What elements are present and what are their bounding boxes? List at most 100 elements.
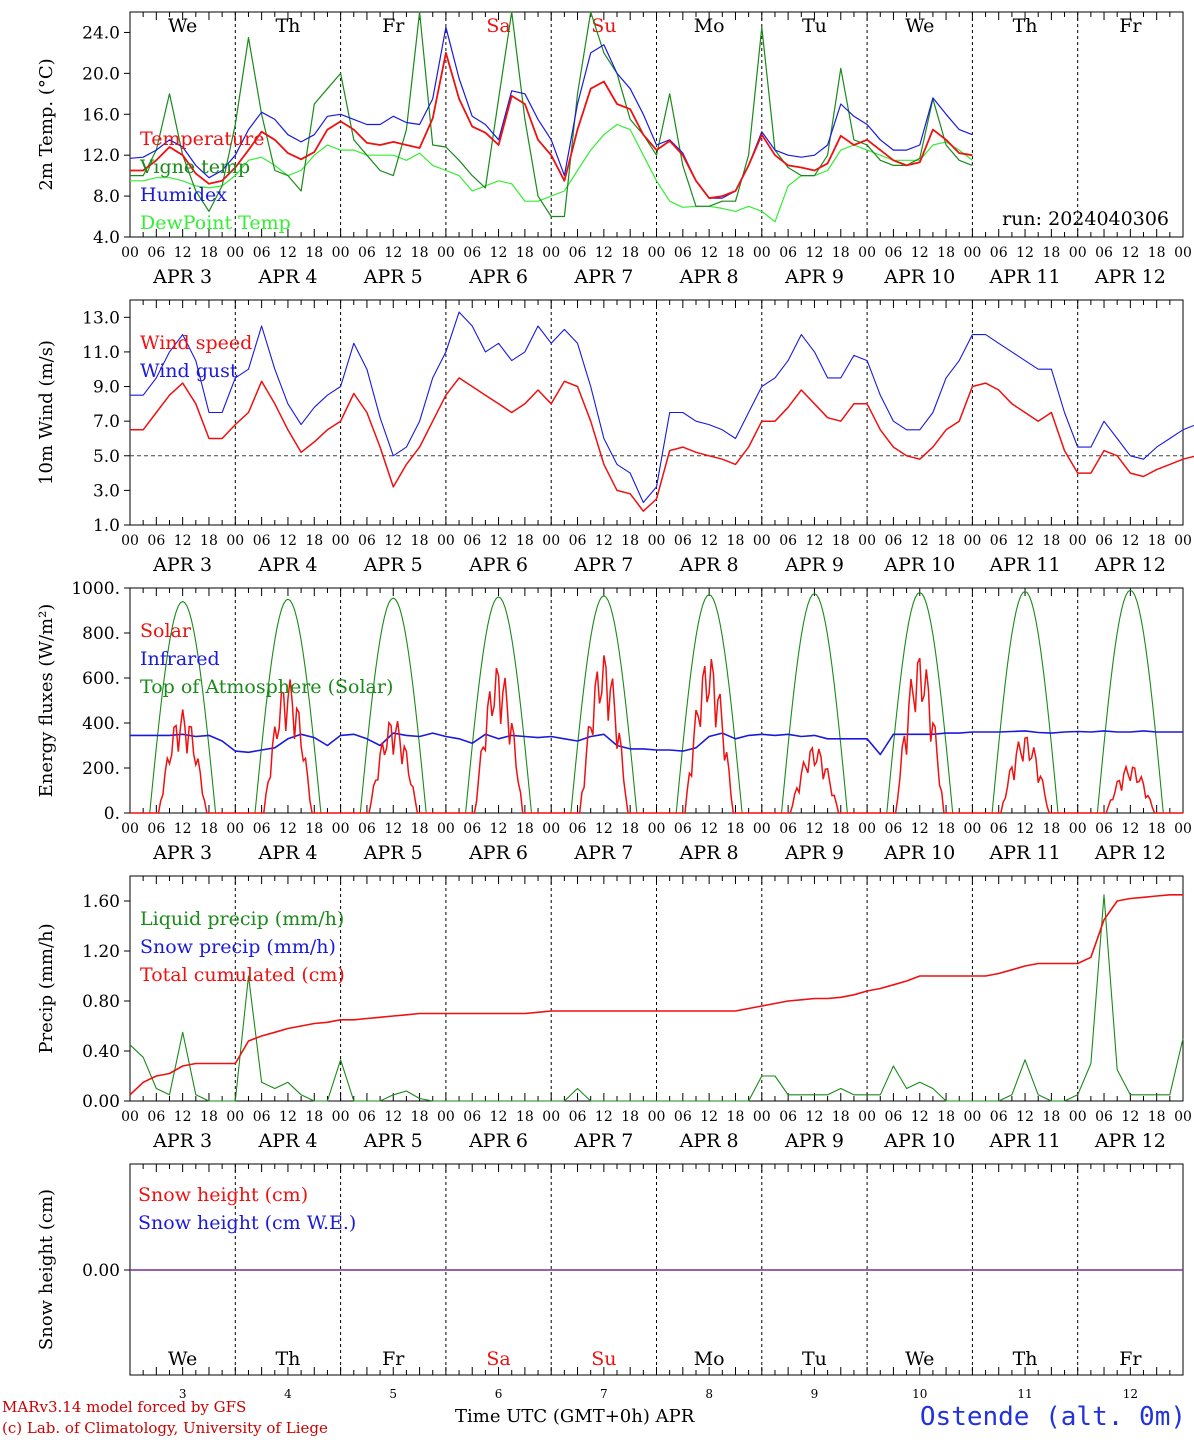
date-label: APR 10 — [883, 266, 955, 288]
date-label: APR 5 — [363, 842, 423, 864]
hour-tick-label: 18 — [305, 821, 323, 837]
day-name-label: We — [905, 15, 934, 37]
hour-tick-label: 18 — [727, 245, 745, 261]
series-wind-speed — [130, 377, 1194, 512]
date-label: APR 7 — [573, 1130, 633, 1152]
hour-tick-label: 06 — [885, 1109, 903, 1125]
model-credit: MARv3.14 model forced by GFS — [2, 1398, 247, 1416]
date-label: APR 4 — [257, 554, 317, 576]
hour-tick-label: 12 — [806, 1109, 824, 1125]
panel-frame — [129, 11, 1184, 238]
date-label: APR 4 — [257, 266, 317, 288]
date-label: APR 5 — [363, 1130, 423, 1152]
hour-tick-label: 00 — [121, 821, 139, 837]
day-number-label: 12 — [1123, 1387, 1138, 1401]
hour-tick-label: 18 — [937, 533, 955, 549]
day-name-label: Fr — [1119, 15, 1142, 37]
hour-tick-label: 18 — [1042, 533, 1060, 549]
hour-tick-label: 06 — [885, 821, 903, 837]
hour-tick-label: 12 — [911, 533, 929, 549]
hour-tick-label: 18 — [516, 1109, 534, 1125]
series-temperature — [130, 52, 973, 200]
legend-entry: Humidex — [140, 184, 227, 206]
date-label: APR 5 — [363, 266, 423, 288]
hour-tick-label: 00 — [542, 533, 560, 549]
legend-entry: Liquid precip (mm/h) — [140, 908, 344, 930]
hour-tick-label: 12 — [911, 821, 929, 837]
day-number-label: 5 — [389, 1387, 397, 1401]
hour-tick-label: 00 — [437, 821, 455, 837]
hour-tick-label: 06 — [463, 245, 481, 261]
hour-tick-label: 18 — [200, 821, 218, 837]
hour-tick-label: 00 — [332, 821, 350, 837]
date-label: APR 8 — [679, 1130, 739, 1152]
day-name-label: Th — [1013, 15, 1038, 37]
day-number-label: 7 — [600, 1387, 608, 1401]
hour-tick-label: 18 — [621, 821, 639, 837]
hour-tick-label: 12 — [490, 821, 508, 837]
day-name-label: Th — [275, 15, 300, 37]
hour-tick-label: 00 — [542, 821, 560, 837]
hour-tick-label: 18 — [832, 245, 850, 261]
y-tick-label: 1.0 — [93, 516, 120, 536]
hour-tick-label: 06 — [569, 245, 587, 261]
series-liquid-precip — [129, 894, 1184, 1102]
hour-tick-label: 18 — [411, 821, 429, 837]
date-label: APR 6 — [468, 554, 528, 576]
legend-entry: Solar — [140, 620, 192, 642]
hour-tick-label: 06 — [358, 821, 376, 837]
legend-entry: Vigne temp — [139, 156, 250, 178]
hour-tick-label: 18 — [1148, 245, 1166, 261]
hour-tick-label: 06 — [990, 245, 1008, 261]
hour-tick-label: 18 — [305, 245, 323, 261]
hour-tick-label: 18 — [937, 821, 955, 837]
hour-tick-label: 12 — [1121, 245, 1139, 261]
day-name-label: Mo — [694, 15, 725, 37]
hour-tick-label: 06 — [358, 245, 376, 261]
date-label: APR 6 — [468, 842, 528, 864]
y-tick-label: 4.0 — [93, 228, 120, 248]
panel-3: 00 06 12 18 APR 3 00 06 12 18 APR 4 00 06 12 18 APR 5 0… — [36, 579, 1192, 864]
hour-tick-label: 18 — [621, 533, 639, 549]
hour-tick-label: 00 — [1069, 533, 1087, 549]
hour-tick-label: 18 — [1042, 1109, 1060, 1125]
hour-tick-label: 00 — [121, 245, 139, 261]
y-tick-label: 600. — [82, 669, 120, 689]
hour-tick-label: 12 — [700, 533, 718, 549]
hour-tick-label: 12 — [490, 533, 508, 549]
legend-entry: Total cumulated (cm) — [140, 964, 345, 986]
hour-tick-label: 06 — [779, 245, 797, 261]
hour-tick-label: 00 — [542, 245, 560, 261]
hour-tick-label: 00 — [753, 533, 771, 549]
y-tick-label: 8.0 — [93, 187, 120, 207]
date-label: APR 3 — [152, 554, 212, 576]
day-name-label: Sa — [486, 1348, 510, 1370]
hour-tick-label: 00 — [121, 533, 139, 549]
y-axis-label: Snow height (cm) — [36, 1189, 57, 1350]
y-tick-label: 1000. — [71, 579, 120, 599]
hour-tick-label: 18 — [937, 245, 955, 261]
date-label: APR 4 — [257, 1130, 317, 1152]
day-number-label: 3 — [179, 1387, 187, 1401]
hour-tick-label: 12 — [806, 245, 824, 261]
date-label: APR 10 — [883, 554, 955, 576]
date-label: APR 11 — [989, 266, 1061, 288]
hour-tick-label: 06 — [569, 1109, 587, 1125]
hour-tick-label: 00 — [1174, 245, 1192, 261]
date-label: APR 8 — [679, 266, 739, 288]
hour-tick-label: 00 — [753, 821, 771, 837]
hour-tick-label: 18 — [516, 533, 534, 549]
date-label: APR 9 — [784, 554, 844, 576]
hour-tick-label: 06 — [147, 1109, 165, 1125]
hour-tick-label: 00 — [963, 533, 981, 549]
hour-tick-label: 12 — [174, 533, 192, 549]
day-name-label: Th — [1013, 1348, 1038, 1370]
legend-entry: Snow precip (mm/h) — [140, 936, 336, 958]
hour-tick-label: 00 — [753, 245, 771, 261]
hour-tick-label: 06 — [147, 821, 165, 837]
hour-tick-label: 00 — [1069, 821, 1087, 837]
hour-tick-label: 00 — [437, 1109, 455, 1125]
series-wind-gust — [130, 311, 1194, 504]
legend-entry: Snow height (cm) — [138, 1184, 308, 1206]
